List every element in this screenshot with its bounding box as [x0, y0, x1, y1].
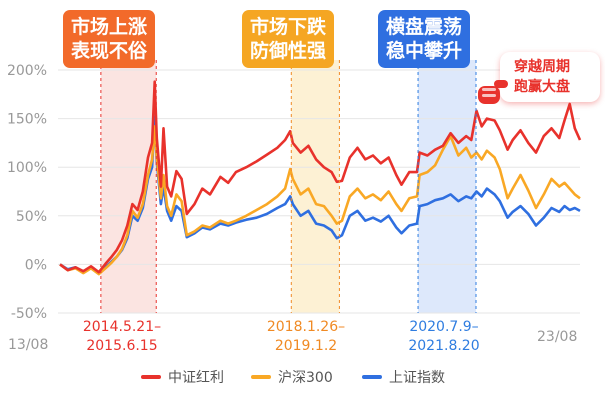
- callout-rise: 市场上涨 表现不俗: [63, 10, 156, 68]
- y-axis-ticks: 200% 150% 100% 50% 0% -50%: [7, 63, 47, 322]
- y-tick-label: 50%: [16, 209, 47, 225]
- pointing-hand-icon: [478, 80, 508, 104]
- legend-label-2: 上证指数: [389, 370, 445, 386]
- period-start-label-2: 2020.7.9–: [409, 319, 478, 335]
- y-tick-label: 150%: [7, 112, 47, 128]
- period-band-1: [291, 60, 340, 313]
- legend: 中证红利 沪深300 上证指数: [141, 370, 445, 386]
- grid-lines: [58, 69, 580, 314]
- x-axis-labels: 13/08 23/08: [8, 329, 577, 353]
- period-date-labels: 2014.5.21– 2015.6.15 2018.1.26– 2019.1.2 202…: [83, 319, 480, 354]
- y-tick-label: 0%: [25, 257, 47, 273]
- callout-fall: 市场下跌 防御性强: [242, 10, 335, 68]
- period-end-label-2: 2021.8.20: [408, 338, 479, 354]
- series-lines: [59, 80, 582, 276]
- y-tick-label: 200%: [7, 63, 47, 79]
- period-start-label-0: 2014.5.21–: [83, 319, 161, 335]
- annotation-tag: 穿越周期 跑赢大盘: [500, 52, 600, 102]
- x-tick-end: 23/08: [537, 329, 577, 345]
- period-start-label-1: 2018.1.26–: [267, 319, 345, 335]
- y-tick-label: 100%: [7, 160, 47, 176]
- callout-sideways: 横盘震荡 稳中攀升: [378, 10, 471, 68]
- x-tick-start: 13/08: [8, 337, 48, 353]
- period-markers: [100, 60, 477, 313]
- series-line-1: [59, 125, 581, 276]
- period-bands: [100, 60, 476, 313]
- period-end-label-1: 2019.1.2: [275, 338, 337, 354]
- period-band-2: [418, 60, 476, 313]
- series-line-0: [59, 80, 582, 274]
- period-end-label-0: 2015.6.15: [86, 338, 157, 354]
- legend-label-1: 沪深300: [278, 370, 333, 386]
- legend-label-0: 中证红利: [168, 370, 224, 386]
- y-tick-label: -50%: [11, 306, 47, 322]
